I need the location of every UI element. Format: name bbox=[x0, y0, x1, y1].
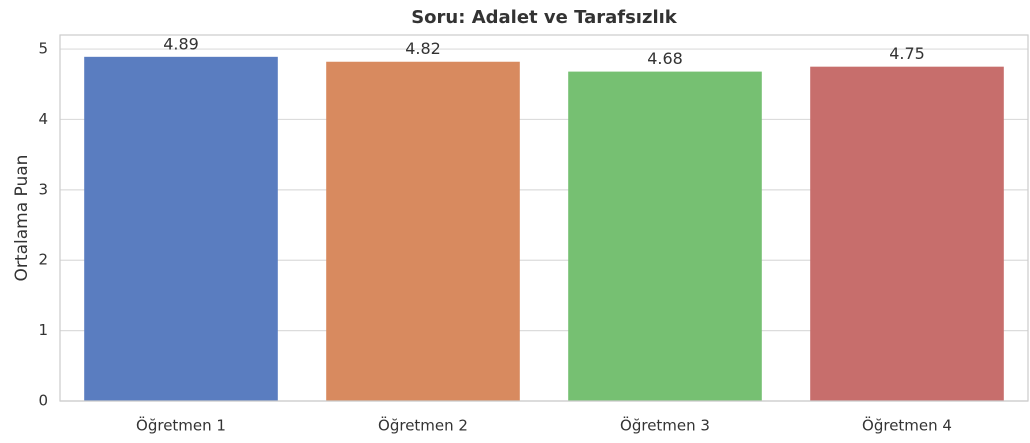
value-label: 4.68 bbox=[647, 49, 683, 68]
bar bbox=[84, 56, 278, 402]
bar bbox=[810, 66, 1004, 401]
x-tick-label: Öğretmen 2 bbox=[378, 416, 468, 435]
plot-frame bbox=[59, 34, 1029, 402]
y-axis-label: Ortalama Puan bbox=[12, 155, 32, 282]
value-label: 4.75 bbox=[889, 44, 925, 63]
bar bbox=[568, 71, 762, 401]
bar bbox=[326, 61, 520, 401]
x-tick-label: Öğretmen 1 bbox=[136, 416, 226, 435]
value-label: 4.82 bbox=[405, 39, 441, 58]
y-tick-label: 5 bbox=[38, 40, 48, 58]
chart-title: Soru: Adalet ve Tarafsızlık bbox=[411, 7, 678, 28]
y-tick-label: 2 bbox=[38, 251, 48, 269]
y-tick-label: 1 bbox=[38, 321, 48, 339]
x-tick-label: Öğretmen 4 bbox=[862, 416, 952, 435]
y-tick-label: 3 bbox=[38, 180, 48, 198]
value-label: 4.89 bbox=[163, 34, 199, 53]
x-tick-label: Öğretmen 3 bbox=[620, 416, 710, 435]
y-tick-label: 4 bbox=[38, 110, 48, 128]
y-tick-label: 0 bbox=[38, 392, 48, 410]
